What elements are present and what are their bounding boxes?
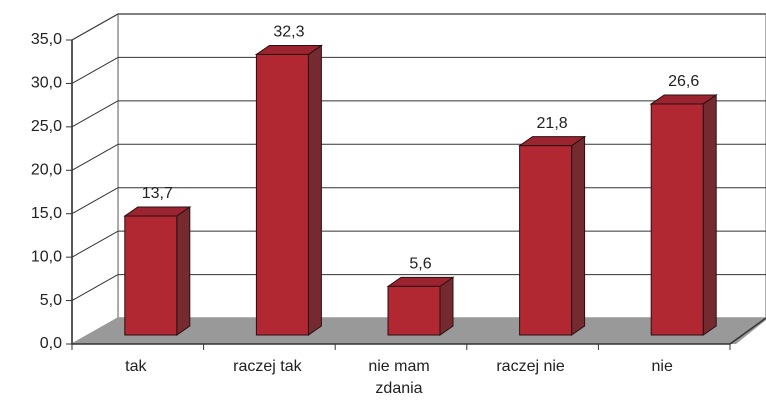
grid-line: [71, 187, 119, 215]
y-tick-label: 15,0: [31, 205, 62, 222]
grid-line: [71, 13, 119, 41]
bar-side: [439, 276, 454, 336]
y-tick-label: 25,0: [31, 118, 62, 135]
bar-side: [176, 206, 191, 336]
y-tick-label: 35,0: [31, 31, 62, 48]
y-tick-label: 10,0: [31, 248, 62, 265]
bar-side: [307, 44, 322, 336]
bar-side: [702, 94, 717, 336]
x-tick-label: nie mam zdania: [368, 358, 430, 397]
x-tick-label: raczej tak: [233, 358, 302, 375]
bar: [519, 145, 573, 336]
y-tick-label: 30,0: [31, 75, 62, 92]
value-label: 21,8: [537, 115, 568, 132]
value-label: 13,7: [142, 185, 173, 202]
y-tick-label: 5,0: [40, 292, 62, 309]
side-wall: [71, 12, 119, 346]
bar: [255, 53, 309, 336]
value-label: 5,6: [409, 256, 431, 273]
grid-line: [71, 56, 119, 84]
bar: [124, 215, 178, 336]
bar-side: [571, 135, 586, 336]
grid-line: [71, 143, 119, 171]
value-label: 26,6: [668, 73, 699, 90]
grid-line: [71, 100, 119, 128]
y-tick-label: 0,0: [40, 335, 62, 352]
value-label: 32,3: [273, 24, 304, 41]
grid-line: [71, 274, 119, 302]
x-axis-depth: [729, 317, 766, 345]
grid-line: [71, 230, 119, 258]
y-tick-label: 20,0: [31, 162, 62, 179]
x-tick-label: tak: [125, 358, 147, 375]
bar: [387, 285, 441, 336]
bar: [650, 103, 704, 336]
x-tick-label: raczej nie: [496, 358, 565, 375]
x-tick-label: nie: [651, 358, 673, 375]
